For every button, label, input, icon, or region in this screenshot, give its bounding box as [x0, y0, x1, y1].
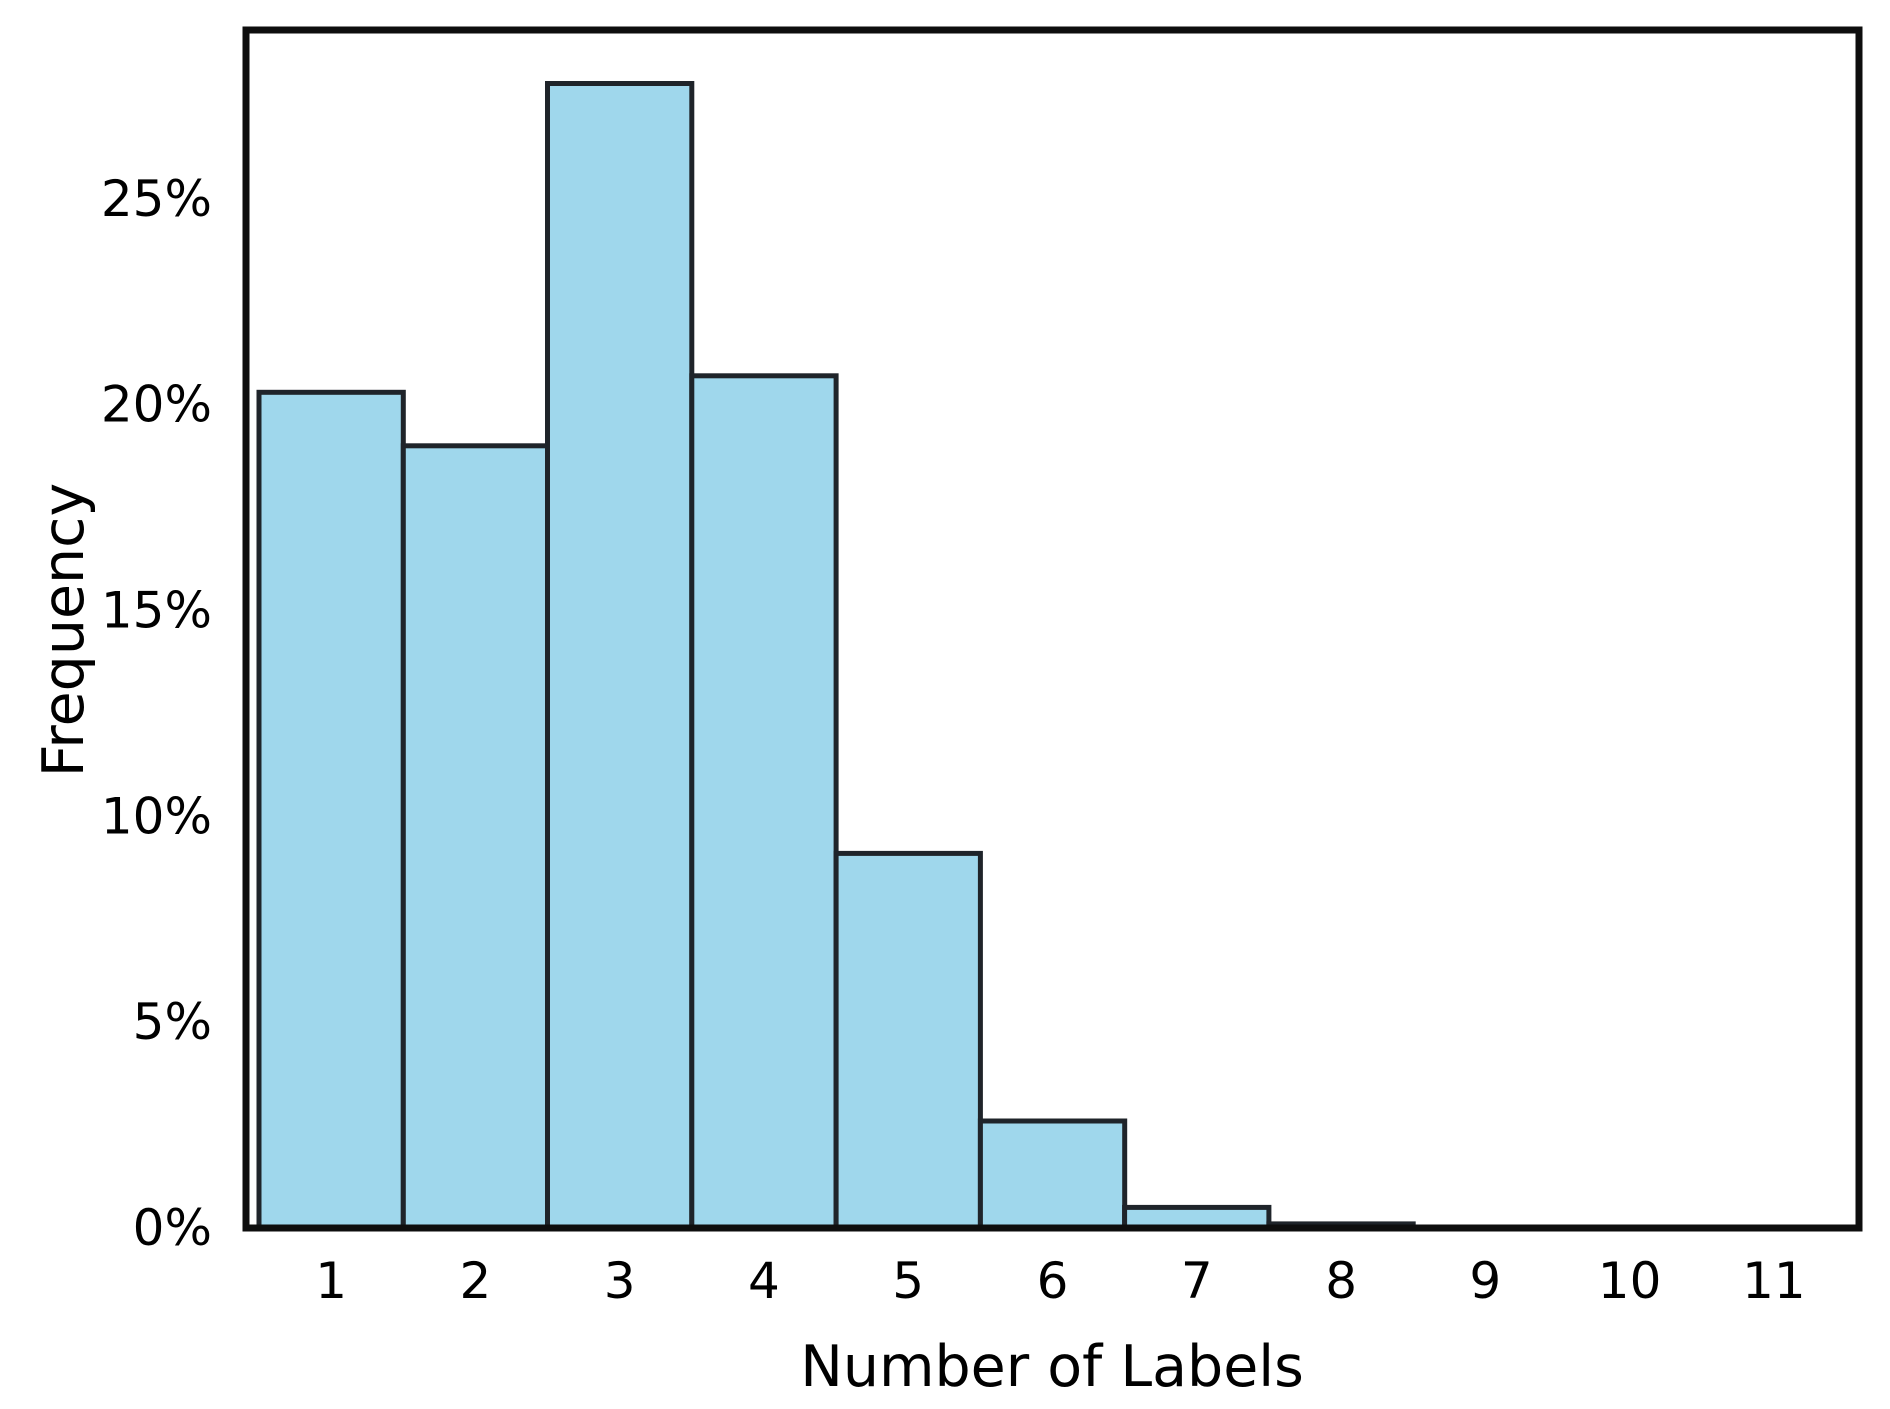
x-tick-labels: 1 2 3 4 5 6 7 8 9 10 11 — [315, 1252, 1806, 1310]
histogram-bar — [689, 373, 839, 1231]
histogram-bar — [833, 850, 983, 1231]
histogram-bars — [256, 81, 1416, 1231]
y-tick-label: 15% — [101, 582, 212, 640]
y-tick-label: 5% — [133, 993, 212, 1051]
y-tick-label: 0% — [133, 1199, 212, 1257]
x-tick-label: 7 — [1181, 1252, 1213, 1310]
x-tick-label: 2 — [459, 1252, 491, 1310]
x-tick-label: 6 — [1037, 1252, 1069, 1310]
x-tick-label: 11 — [1742, 1252, 1806, 1310]
x-tick-label: 10 — [1598, 1252, 1662, 1310]
y-tick-labels: 0% 5% 10% 15% 20% 25% — [101, 170, 212, 1257]
y-tick-label: 20% — [101, 376, 212, 434]
x-tick-label: 9 — [1469, 1252, 1501, 1310]
x-tick-label: 5 — [892, 1252, 924, 1310]
x-axis-label: Number of Labels — [800, 1334, 1304, 1400]
y-tick-label: 25% — [101, 170, 212, 228]
y-axis-label: Frequency — [31, 483, 97, 777]
histogram-bar — [977, 1118, 1128, 1231]
x-tick-label: 1 — [315, 1252, 347, 1310]
histogram-bar — [545, 81, 695, 1231]
x-tick-label: 8 — [1325, 1252, 1357, 1310]
plot-frame — [242, 26, 1863, 1232]
histogram-bar — [400, 443, 551, 1231]
x-tick-label: 3 — [604, 1252, 636, 1310]
y-tick-label: 10% — [101, 787, 212, 845]
histogram-bar — [256, 389, 406, 1231]
x-tick-label: 4 — [748, 1252, 780, 1310]
